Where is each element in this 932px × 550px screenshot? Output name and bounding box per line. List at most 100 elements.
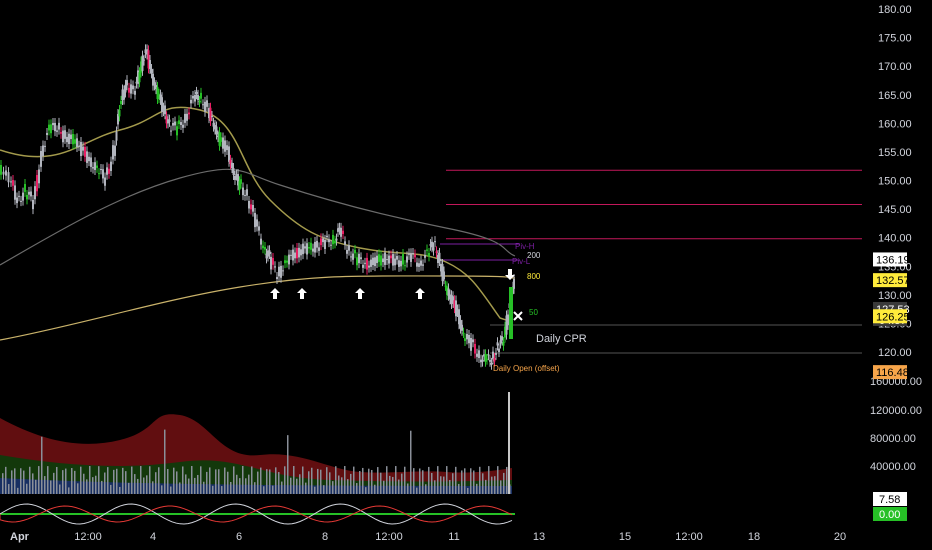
candle-body bbox=[252, 205, 254, 212]
volume-bar bbox=[32, 473, 34, 494]
volume-bar bbox=[50, 480, 52, 494]
candle-body bbox=[380, 255, 382, 266]
candle-body bbox=[78, 145, 80, 147]
candle-body bbox=[272, 257, 274, 265]
candle-body bbox=[237, 174, 239, 186]
candle-body bbox=[238, 181, 241, 190]
candle-body bbox=[314, 241, 316, 253]
time-tick-label: 12:00 bbox=[375, 531, 403, 543]
candle-body bbox=[246, 189, 248, 196]
price-tag-label: 126.25 bbox=[876, 311, 910, 323]
candle-body bbox=[104, 177, 106, 186]
volume-bar bbox=[422, 470, 424, 494]
volume-bar bbox=[302, 466, 304, 494]
volume-bar bbox=[401, 473, 403, 494]
candle-body bbox=[155, 85, 157, 90]
price-tag-label: 132.57 bbox=[876, 275, 910, 287]
candle-body bbox=[474, 343, 476, 354]
candle-body bbox=[90, 157, 92, 167]
volume-bar bbox=[491, 476, 493, 494]
volume-bar bbox=[131, 466, 133, 494]
candle-body bbox=[337, 228, 339, 232]
candle-body bbox=[146, 49, 148, 55]
volume-bar bbox=[200, 466, 202, 494]
volume-bar bbox=[149, 466, 151, 494]
volume-bar bbox=[470, 468, 472, 494]
volume-bar bbox=[20, 468, 22, 494]
candle-body bbox=[40, 151, 42, 167]
volume-bar bbox=[224, 467, 226, 494]
candle-body bbox=[108, 168, 110, 174]
candle-body bbox=[447, 288, 450, 296]
volume-bar bbox=[506, 466, 508, 494]
candle-body bbox=[366, 257, 368, 270]
candle-body bbox=[144, 49, 147, 54]
candle-body bbox=[218, 132, 221, 146]
candle-body bbox=[316, 240, 318, 248]
candle-body bbox=[20, 200, 22, 202]
volume-bar bbox=[98, 466, 100, 494]
chart-annotations: Daily CPR Daily Open (offset) Piv-H Piv-… bbox=[493, 242, 587, 373]
time-tick-label: 20 bbox=[834, 531, 846, 543]
volume-bar bbox=[233, 466, 235, 494]
volume-bar bbox=[239, 478, 241, 494]
volume-bar bbox=[68, 487, 70, 494]
volume-bar bbox=[356, 483, 358, 494]
candle-body bbox=[132, 85, 134, 90]
volume-bar bbox=[386, 466, 388, 494]
volume-bar bbox=[449, 479, 451, 494]
candle-body bbox=[66, 136, 68, 143]
candle-body bbox=[438, 252, 441, 262]
volume-bar bbox=[413, 468, 415, 494]
volume-bar bbox=[143, 477, 145, 494]
candle-body bbox=[202, 104, 204, 106]
volume-bar bbox=[296, 478, 298, 494]
candle-body bbox=[70, 134, 72, 140]
volume-bar bbox=[350, 473, 352, 494]
volume-bar bbox=[278, 472, 280, 494]
volume-bar bbox=[311, 467, 313, 494]
candle-body bbox=[466, 334, 468, 340]
volume-bar bbox=[377, 467, 379, 494]
candle-body bbox=[123, 90, 125, 100]
candle-body bbox=[180, 122, 182, 125]
candle-body bbox=[396, 256, 398, 260]
price-tag bbox=[873, 309, 907, 324]
exit-x-icon bbox=[513, 311, 523, 321]
candle-body bbox=[426, 249, 428, 251]
volume-bar bbox=[317, 468, 319, 494]
candle-body bbox=[394, 258, 396, 266]
candle-body bbox=[334, 240, 336, 244]
time-axis[interactable]: Apr 12:00 4 6 8 12:00 11 13 15 12:00 18 20 bbox=[10, 531, 846, 543]
volume-tick-label: 120000.00 bbox=[870, 405, 922, 417]
candle-body bbox=[152, 73, 154, 86]
candle-body bbox=[214, 125, 216, 130]
candle-body bbox=[208, 108, 210, 119]
oscillator-tag-label: 7.58 bbox=[879, 494, 900, 506]
candle-body bbox=[74, 139, 76, 144]
volume-bar bbox=[29, 466, 31, 494]
volume-bar bbox=[425, 484, 427, 494]
volume-bar bbox=[161, 485, 163, 494]
oscillator-pane bbox=[0, 503, 515, 525]
volume-bar bbox=[440, 476, 442, 494]
volume-bar bbox=[299, 474, 301, 494]
volume-bar bbox=[116, 468, 118, 494]
candle-body bbox=[28, 191, 30, 195]
price-tag bbox=[873, 273, 907, 288]
volume-bar bbox=[467, 487, 469, 494]
candle-body bbox=[62, 130, 64, 143]
price-axis[interactable]: 180.00 175.00 170.00 165.00 160.00 155.00 150.… bbox=[878, 4, 912, 359]
candle-body bbox=[153, 82, 156, 86]
candle-body bbox=[167, 119, 169, 124]
candle-body bbox=[487, 354, 490, 356]
candle-body bbox=[34, 186, 36, 200]
volume-bar bbox=[476, 483, 478, 494]
volume-bar bbox=[218, 469, 220, 494]
volume-bar bbox=[290, 477, 292, 494]
candle-body bbox=[435, 251, 438, 253]
candle-body bbox=[346, 249, 348, 254]
price-tick-label: 145.00 bbox=[878, 204, 912, 216]
volume-bar-last bbox=[508, 392, 510, 494]
